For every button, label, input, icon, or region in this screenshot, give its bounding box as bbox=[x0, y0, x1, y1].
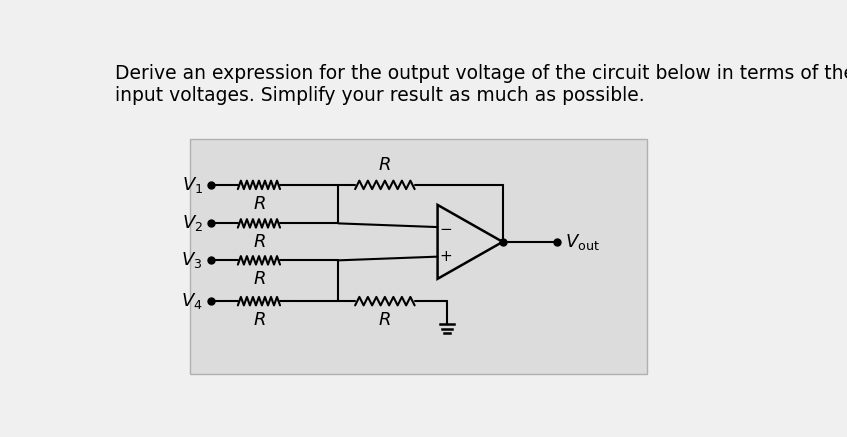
Text: input voltages. Simplify your result as much as possible.: input voltages. Simplify your result as … bbox=[115, 86, 645, 104]
Text: $R$: $R$ bbox=[252, 311, 265, 329]
Text: $V_{\mathrm{out}}$: $V_{\mathrm{out}}$ bbox=[565, 232, 600, 252]
Bar bbox=[190, 139, 647, 374]
Text: $+$: $+$ bbox=[439, 249, 452, 264]
Text: $V_1$: $V_1$ bbox=[181, 175, 202, 195]
Text: $R$: $R$ bbox=[379, 311, 391, 329]
Text: $R$: $R$ bbox=[252, 233, 265, 251]
Text: $R$: $R$ bbox=[379, 156, 391, 174]
Text: $R$: $R$ bbox=[252, 195, 265, 213]
Text: $-$: $-$ bbox=[439, 219, 452, 235]
Text: $R$: $R$ bbox=[252, 271, 265, 288]
Text: Derive an expression for the output voltage of the circuit below in terms of the: Derive an expression for the output volt… bbox=[115, 64, 847, 83]
Text: $V_3$: $V_3$ bbox=[181, 250, 202, 271]
Text: $V_4$: $V_4$ bbox=[181, 291, 202, 311]
Text: $V_2$: $V_2$ bbox=[182, 213, 202, 233]
